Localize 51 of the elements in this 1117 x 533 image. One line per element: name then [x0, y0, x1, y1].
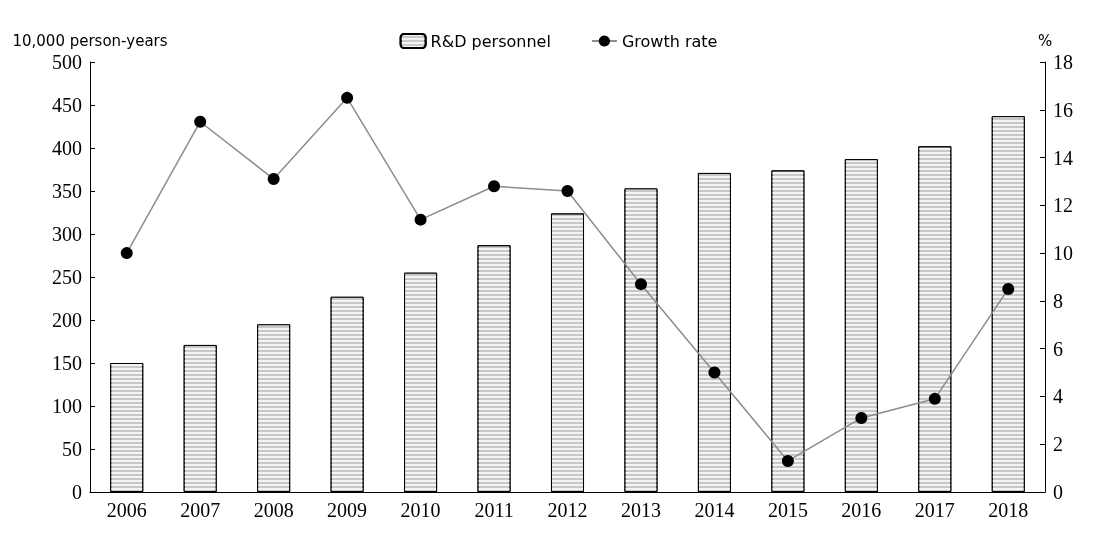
- y2-axis-title: %: [1037, 31, 1053, 50]
- x-tick-label: 2018: [988, 499, 1029, 521]
- y-tick-label: 300: [52, 223, 82, 245]
- y-tick-label: 500: [52, 51, 82, 73]
- point: [488, 180, 501, 193]
- y-axis-title: 10,000 person-years: [12, 31, 168, 50]
- legend-label: R&D personnel: [430, 31, 551, 51]
- y2-tick-label: 12: [1053, 194, 1073, 217]
- y2-tick-label: 16: [1053, 98, 1073, 121]
- y-tick-label: 250: [52, 266, 82, 288]
- x-tick-label: 2009: [327, 499, 368, 521]
- point: [194, 115, 207, 128]
- point: [781, 454, 794, 467]
- y2-tick-label: 4: [1053, 385, 1063, 408]
- legend-label: Growth rate: [621, 31, 718, 51]
- point: [267, 173, 280, 186]
- x-tick-label: 2006: [106, 499, 147, 521]
- y-tick-label: 450: [52, 94, 82, 116]
- y2-tick-label: 6: [1053, 337, 1063, 360]
- x-tick-label: 2013: [620, 499, 661, 521]
- y-tick-label: 400: [52, 137, 82, 159]
- x-tick-label: 2007: [180, 499, 221, 521]
- x-tick-label: 2014: [694, 499, 735, 521]
- x-tick-label: 2008: [253, 499, 294, 521]
- point: [414, 213, 427, 226]
- y-tick-label: 0: [72, 481, 82, 503]
- point: [928, 392, 941, 405]
- point: [561, 185, 574, 197]
- point: [341, 91, 354, 104]
- x-tick-label: 2017: [914, 499, 955, 521]
- point: [120, 247, 133, 260]
- x-tick-label: 2011: [474, 499, 514, 521]
- y-tick-label: 200: [52, 309, 82, 331]
- y-tick-label: 50: [62, 438, 82, 460]
- point: [708, 366, 721, 379]
- x-tick-label: 2010: [400, 499, 441, 521]
- x-tick-label: 2012: [547, 499, 588, 521]
- y2-tick-label: 18: [1053, 51, 1073, 73]
- y2-tick-label: 2: [1053, 433, 1063, 456]
- y2-tick-label: 10: [1053, 242, 1073, 265]
- y-tick-label: 150: [52, 352, 82, 374]
- point: [1002, 282, 1015, 295]
- y-tick-label: 100: [52, 395, 82, 417]
- y2-tick-label: 14: [1053, 146, 1073, 169]
- x-tick-label: 2015: [767, 499, 808, 521]
- point: [855, 411, 868, 424]
- y2-tick-label: 0: [1053, 481, 1063, 503]
- point: [634, 278, 647, 291]
- x-tick-label: 2016: [841, 499, 882, 521]
- y-tick-label: 350: [52, 180, 82, 202]
- y2-tick-label: 8: [1053, 289, 1063, 312]
